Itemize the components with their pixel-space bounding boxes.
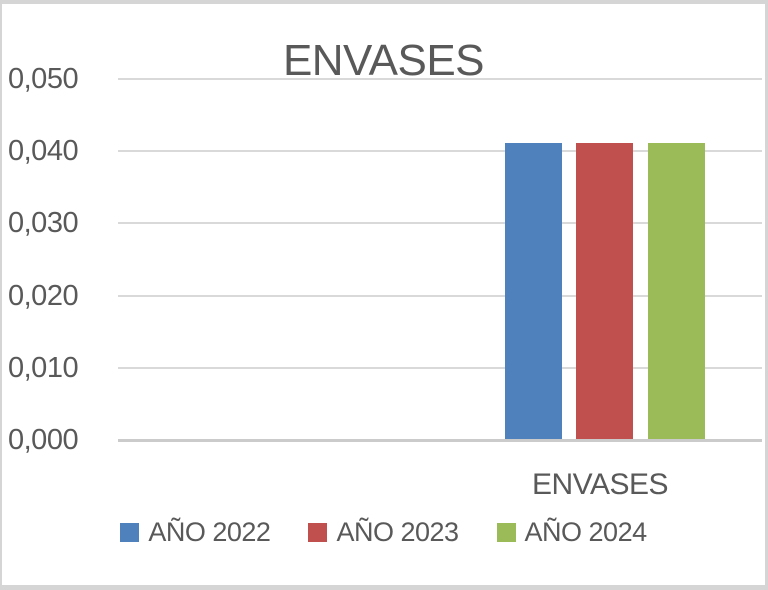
legend: AÑO 2022 AÑO 2023 AÑO 2024	[2, 516, 765, 548]
y-axis-tick-label: 0,010	[8, 352, 79, 384]
gridline	[118, 78, 762, 80]
gridline	[118, 367, 762, 369]
gridline	[118, 295, 762, 297]
gridline	[118, 222, 762, 224]
legend-item-ano-2024[interactable]: AÑO 2024	[496, 517, 648, 547]
y-axis-tick-label: 0,040	[8, 135, 79, 167]
legend-label: AÑO 2023	[336, 517, 459, 547]
legend-swatch-icon	[120, 522, 140, 542]
legend-swatch-icon	[496, 522, 516, 542]
x-axis-category-label: ENVASES	[532, 468, 669, 501]
legend-item-ano-2022[interactable]: AÑO 2022	[120, 517, 271, 547]
legend-swatch-icon	[308, 522, 328, 542]
plot-area	[118, 78, 762, 442]
y-axis-tick-label: 0,000	[8, 424, 79, 456]
legend-label: AÑO 2022	[148, 517, 271, 547]
legend-item-ano-2023[interactable]: AÑO 2023	[308, 517, 459, 547]
x-axis-line	[118, 439, 762, 442]
y-axis-tick-label: 0,020	[8, 280, 79, 312]
y-axis-tick-label: 0,050	[8, 63, 79, 95]
gridline	[118, 150, 762, 152]
chart-title: ENVASES	[282, 36, 485, 85]
legend-label: AÑO 2024	[524, 517, 648, 547]
y-axis-tick-label: 0,030	[8, 207, 79, 239]
bar-ano-2022[interactable]	[505, 143, 562, 439]
bar-ano-2023[interactable]	[576, 143, 633, 439]
bar-ano-2024[interactable]	[648, 143, 705, 439]
